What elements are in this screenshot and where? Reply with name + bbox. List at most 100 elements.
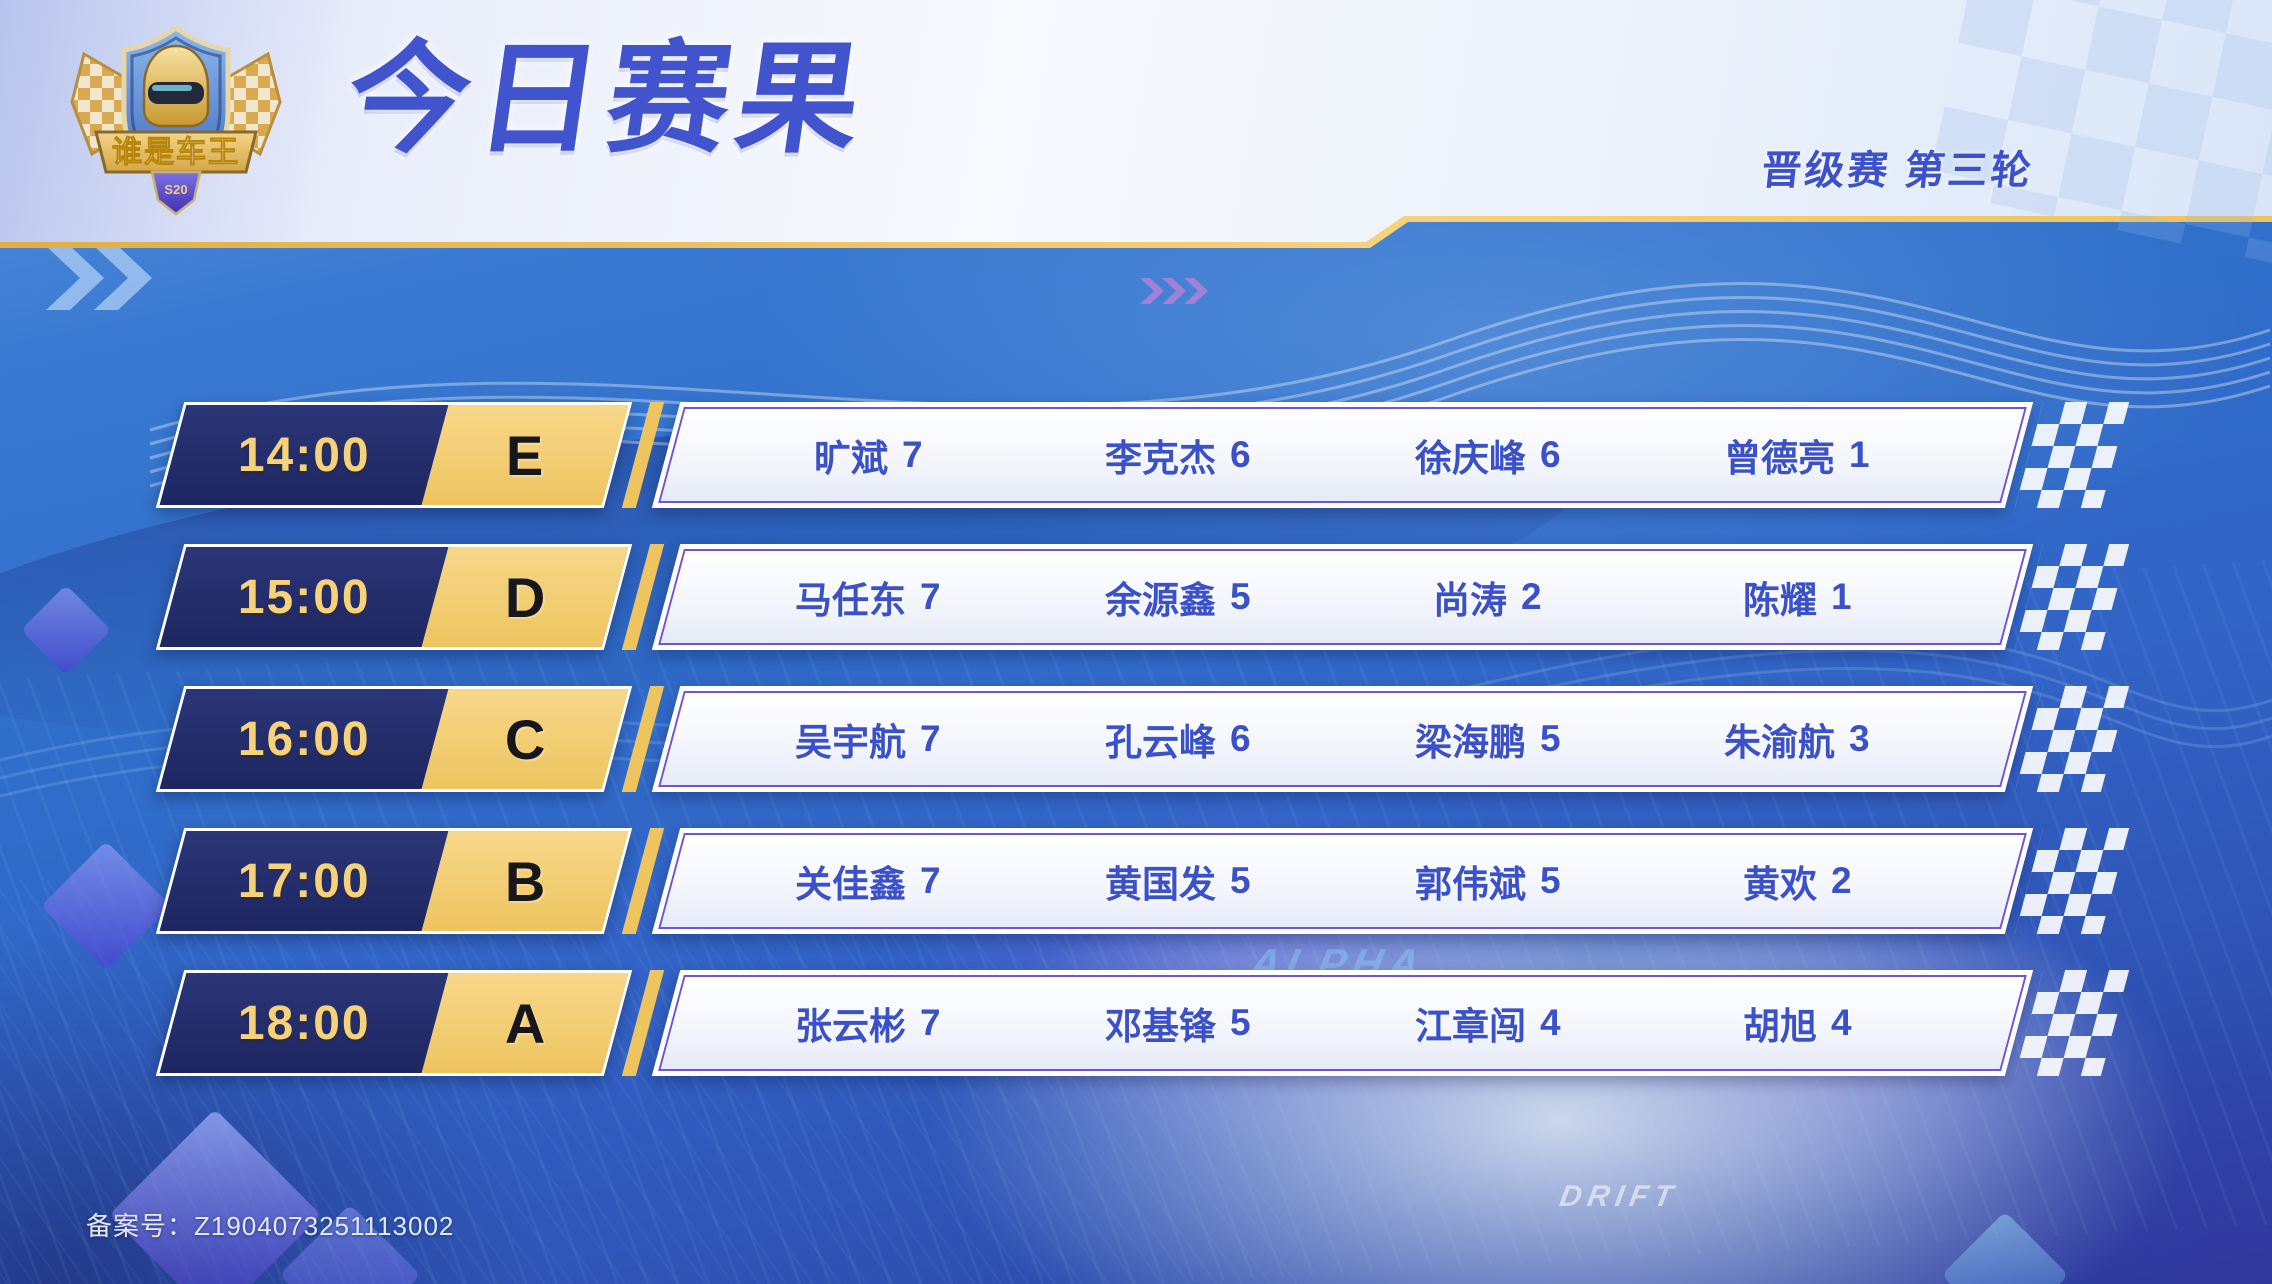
match-time: 15:00 <box>237 570 371 624</box>
time-cell: 18:00 <box>159 973 449 1073</box>
player-result: 关佳鑫 7 <box>706 854 1030 908</box>
players-panel: 马任东 7 余源鑫 5 尚涛 2 陈耀 1 <box>651 544 2034 650</box>
checkered-flag-icon <box>2014 686 2130 792</box>
page-title: 今日赛果 <box>338 31 878 167</box>
kart-drift-text: DRIFT <box>1557 1180 1682 1213</box>
player-result: 孔云峰 6 <box>1016 712 1340 766</box>
player-score: 5 <box>1229 576 1251 617</box>
result-row: 15:00 D 马任东 7 余源鑫 5 尚涛 2 陈耀 1 <box>155 544 2130 650</box>
group-letter: A <box>504 991 546 1055</box>
player-result: 吴宇航 7 <box>706 712 1030 766</box>
player-name: 旷斌 <box>813 438 888 479</box>
group-cell: E <box>421 405 629 505</box>
player-result: 李克杰 6 <box>1016 428 1340 482</box>
result-row: 17:00 B 关佳鑫 7 黄国发 5 郭伟斌 5 黄欢 2 <box>155 828 2130 934</box>
logo-season-pendant: S20 <box>150 170 202 216</box>
logo-banner: 谁是车王 <box>94 130 258 174</box>
player-result: 黄国发 5 <box>1016 854 1340 908</box>
checkered-flag-icon <box>2014 544 2130 650</box>
group-letter: E <box>506 423 544 487</box>
player-score: 7 <box>920 718 941 759</box>
row-left-cells: 18:00 A <box>155 970 633 1076</box>
player-score: 4 <box>1539 1002 1561 1043</box>
player-result: 邓基锋 5 <box>1016 996 1340 1050</box>
match-time: 17:00 <box>237 854 371 908</box>
player-result: 旷斌 7 <box>706 428 1030 482</box>
player-name: 胡旭 <box>1742 1006 1817 1047</box>
player-result: 胡旭 4 <box>1635 996 1959 1050</box>
logo-season-text: S20 <box>164 182 187 197</box>
player-name: 黄国发 <box>1104 864 1216 905</box>
helmet-icon <box>142 44 210 128</box>
player-score: 3 <box>1849 718 1870 759</box>
player-name: 余源鑫 <box>1104 580 1216 621</box>
group-cell: D <box>421 547 629 647</box>
match-time: 14:00 <box>237 428 371 482</box>
group-cell: A <box>421 973 629 1073</box>
player-result: 黄欢 2 <box>1635 854 1959 908</box>
player-score: 2 <box>1521 576 1542 617</box>
player-result: 曾德亮 1 <box>1635 428 1959 482</box>
player-name: 吴宇航 <box>795 722 907 763</box>
player-score: 4 <box>1830 1002 1852 1043</box>
checkered-flag-icon <box>2014 828 2130 934</box>
group-letter: B <box>504 849 546 913</box>
time-cell: 16:00 <box>159 689 449 789</box>
row-left-cells: 16:00 C <box>155 686 633 792</box>
player-score: 1 <box>1849 434 1870 475</box>
player-score: 5 <box>1229 860 1251 901</box>
player-name: 关佳鑫 <box>795 864 907 905</box>
player-result: 余源鑫 5 <box>1016 570 1340 624</box>
player-name: 曾德亮 <box>1724 438 1836 479</box>
player-result: 郭伟斌 5 <box>1325 854 1649 908</box>
player-name: 徐庆峰 <box>1414 438 1526 479</box>
group-cell: B <box>421 831 629 931</box>
row-left-cells: 14:00 E <box>155 402 633 508</box>
player-name: 陈耀 <box>1742 580 1817 621</box>
players-panel: 吴宇航 7 孔云峰 6 梁海鹏 5 朱渝航 3 <box>651 686 2034 792</box>
player-score: 6 <box>1539 434 1561 475</box>
player-score: 5 <box>1539 860 1561 901</box>
player-result: 朱渝航 3 <box>1635 712 1959 766</box>
round-label: 晋级赛 第三轮 <box>1759 149 2036 193</box>
player-score: 6 <box>1229 434 1251 475</box>
player-result: 江章闯 4 <box>1325 996 1649 1050</box>
player-name: 梁海鹏 <box>1414 722 1526 763</box>
result-row: 14:00 E 旷斌 7 李克杰 6 徐庆峰 6 曾德亮 1 <box>155 402 2130 508</box>
player-name: 孔云峰 <box>1104 722 1216 763</box>
player-name: 张云彬 <box>795 1006 907 1047</box>
players-panel: 关佳鑫 7 黄国发 5 郭伟斌 5 黄欢 2 <box>651 828 2034 934</box>
player-score: 7 <box>920 860 941 901</box>
player-name: 郭伟斌 <box>1414 864 1526 905</box>
time-cell: 17:00 <box>159 831 449 931</box>
chevron-small-icon <box>1140 278 1208 304</box>
player-score: 6 <box>1229 718 1251 759</box>
player-name: 江章闯 <box>1414 1006 1526 1047</box>
player-result: 徐庆峰 6 <box>1325 428 1649 482</box>
group-letter: C <box>504 707 546 771</box>
row-left-cells: 15:00 D <box>155 544 633 650</box>
checkered-flag-icon <box>2014 970 2130 1076</box>
chevron-right-icon <box>46 246 152 310</box>
checkered-flag-icon <box>2014 402 2130 508</box>
player-score: 1 <box>1830 576 1852 617</box>
player-score: 7 <box>901 434 923 475</box>
player-score: 2 <box>1830 860 1852 901</box>
player-score: 5 <box>1229 1002 1251 1043</box>
player-name: 黄欢 <box>1742 864 1817 905</box>
player-score: 7 <box>920 576 941 617</box>
player-name: 尚涛 <box>1433 580 1508 621</box>
player-name: 李克杰 <box>1104 438 1216 479</box>
player-result: 梁海鹏 5 <box>1325 712 1649 766</box>
player-name: 邓基锋 <box>1104 1006 1216 1047</box>
player-name: 朱渝航 <box>1724 722 1836 763</box>
record-number: 备案号：Z1904073251113002 <box>86 1211 455 1241</box>
player-result: 张云彬 7 <box>706 996 1030 1050</box>
result-row: 18:00 A 张云彬 7 邓基锋 5 江章闯 4 胡旭 4 <box>155 970 2130 1076</box>
group-letter: D <box>504 565 546 629</box>
match-time: 18:00 <box>237 996 371 1050</box>
logo-title-text: 谁是车王 <box>112 135 240 169</box>
player-result: 马任东 7 <box>706 570 1030 624</box>
player-result: 尚涛 2 <box>1325 570 1649 624</box>
